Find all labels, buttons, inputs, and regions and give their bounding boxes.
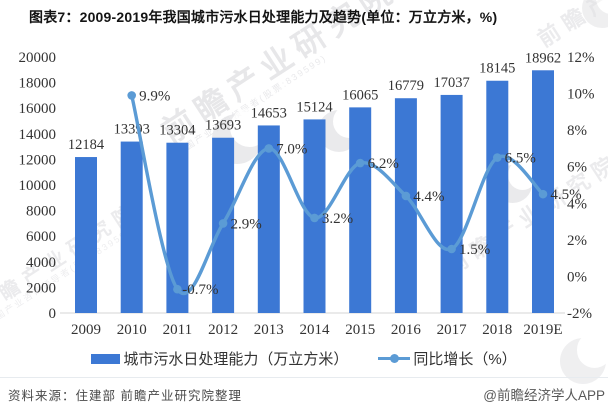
left-axis-tick-label: 4000 [26, 255, 56, 271]
x-axis-category-label: 2017 [437, 322, 468, 338]
left-axis-tick-label: 2000 [26, 280, 56, 296]
bar-2015 [349, 107, 372, 313]
line-value-label: 9.9% [139, 88, 170, 104]
bar-value-label: 13304 [159, 123, 196, 139]
line-marker [538, 189, 548, 199]
bar-2011 [166, 142, 189, 313]
x-axis-category-label: 2015 [345, 322, 375, 338]
bar-2009 [75, 157, 97, 313]
left-axis-tick-label: 6000 [26, 229, 56, 245]
chart-legend: 城市污水日处理能力（万立方米） 同比增长（%） [0, 348, 608, 369]
right-axis-tick-label: 12% [567, 50, 595, 66]
bar-value-label: 13693 [205, 118, 241, 134]
right-axis-tick-label: -2% [567, 306, 592, 322]
left-axis-tick-label: 12000 [19, 152, 57, 168]
bar-value-label: 18145 [479, 61, 515, 77]
left-axis-tick-label: 16000 [19, 101, 57, 117]
line-marker [447, 244, 456, 254]
left-axis-tick-label: 14000 [19, 127, 57, 143]
source-note: 资料来源：住建部 前瞻产业研究院整理 [8, 388, 242, 403]
line-value-label: 2.9% [230, 216, 261, 232]
footer: 资料来源：住建部 前瞻产业研究院整理 @前瞻经济学人APP [0, 384, 608, 404]
footer-divider [0, 377, 608, 378]
right-axis-tick-label: 8% [567, 123, 587, 139]
line-series-swatch-icon [378, 352, 411, 365]
right-axis-tick-label: 0% [567, 269, 587, 285]
line-marker [310, 213, 319, 223]
legend-item-line: 同比增长（%） [378, 348, 517, 369]
line-marker [401, 191, 411, 201]
bar-value-label: 15124 [296, 99, 333, 115]
left-axis-tick-label: 20000 [19, 50, 57, 66]
line-value-label: 6.2% [368, 156, 399, 172]
bar-value-label: 14653 [251, 105, 287, 121]
line-marker [355, 158, 365, 168]
line-value-label: 3.2% [322, 211, 353, 227]
line-marker [218, 219, 228, 228]
left-axis-tick-label: 0 [49, 306, 57, 322]
bar-2016 [394, 98, 417, 313]
line-value-label: 6.5% [505, 151, 536, 167]
bar-2013 [257, 125, 280, 314]
x-axis-category-label: 2013 [254, 322, 284, 338]
x-axis-category-label: 2012 [208, 322, 238, 338]
page-title: 图表7：2009-2019年我国城市污水日处理能力及趋势(单位：万立方米，%) [29, 9, 498, 25]
bar-value-label: 13393 [114, 122, 150, 138]
x-axis-category-label: 2016 [391, 322, 422, 338]
brand-note: @前瞻经济学人APP [483, 388, 605, 403]
bar-value-label: 12184 [68, 137, 105, 153]
line-value-label: 1.5% [459, 242, 490, 258]
x-axis-category-label: 2018 [482, 322, 512, 338]
line-value-label: 4.4% [413, 189, 444, 205]
x-axis-category-label: 2014 [300, 322, 331, 338]
legend-item-bar: 城市污水日处理能力（万立方米） [91, 348, 348, 369]
x-axis-category-label: 2010 [117, 322, 147, 338]
right-axis-tick-label: 4% [567, 196, 587, 212]
x-axis-category-label: 2009 [71, 322, 101, 338]
right-axis-tick-label: 6% [567, 160, 587, 176]
line-value-label: 4.5% [550, 187, 581, 203]
bar-value-label: 17037 [433, 75, 469, 91]
right-axis-tick-label: 10% [567, 87, 595, 103]
left-axis-tick-label: 10000 [19, 178, 57, 194]
bar-value-label: 18962 [525, 50, 561, 66]
line-value-label: 7.0% [276, 141, 307, 157]
right-axis-tick-label: 2% [567, 233, 587, 249]
bar-2018 [486, 80, 509, 313]
line-marker [493, 153, 502, 162]
line-marker [264, 144, 274, 153]
line-marker [127, 91, 136, 100]
line-value-label: -0.7% [182, 282, 218, 298]
legend-line-label: 同比增长（%） [413, 351, 517, 368]
combo-chart: 2000018000160001400012000100008000600040… [19, 50, 595, 338]
left-axis-tick-label: 8000 [26, 204, 56, 220]
bar-value-label: 16065 [342, 87, 378, 103]
left-axis-tick-label: 18000 [19, 76, 57, 92]
legend-bar-label: 城市污水日处理能力（万立方米） [123, 351, 349, 368]
bar-2017 [440, 94, 463, 314]
bar-value-label: 16779 [388, 78, 424, 94]
bar-2010 [120, 141, 143, 313]
x-axis-category-label: 2019E [523, 322, 562, 338]
bar-series-swatch-icon [91, 353, 121, 364]
x-axis-category-label: 2011 [163, 322, 192, 338]
line-marker [173, 284, 182, 294]
